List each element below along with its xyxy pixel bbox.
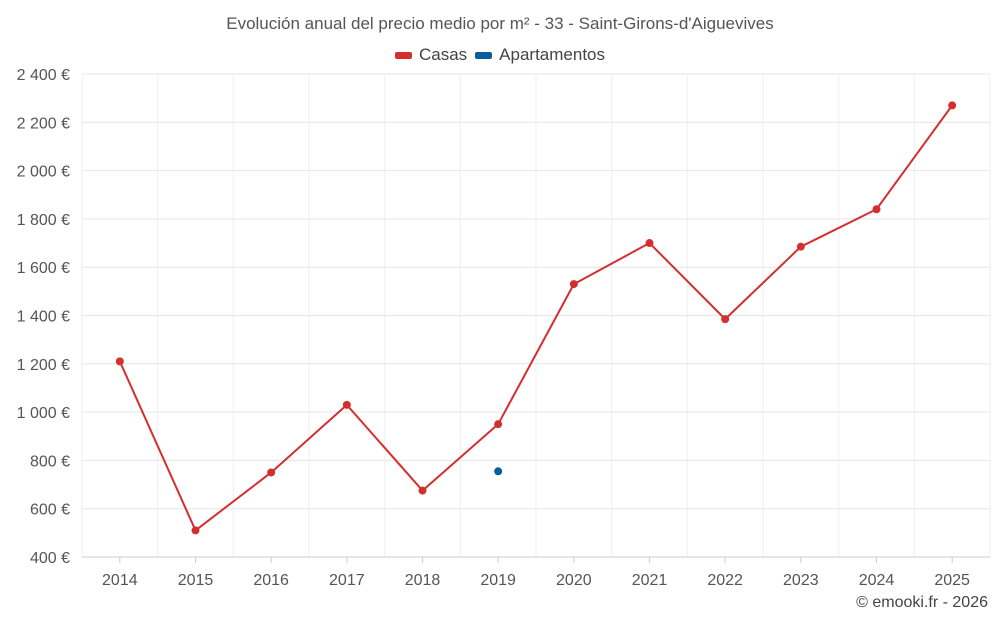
- legend-swatch-casas: [394, 51, 412, 59]
- x-tick-label: 2021: [632, 572, 668, 589]
- legend-label-casas: Casas: [418, 45, 468, 64]
- y-tick-label: 2 200 €: [17, 115, 70, 132]
- data-point-casas: [342, 400, 351, 409]
- y-tick-label: 1 200 €: [17, 357, 70, 374]
- x-tick-label: 2016: [253, 572, 289, 589]
- chart-title: Evolución anual del precio medio por m² …: [226, 14, 774, 33]
- credit-text: © emooki.fr - 2026: [856, 594, 988, 611]
- series-line-casas: [118, 104, 953, 532]
- data-point-casas: [569, 280, 578, 289]
- data-point-casas: [796, 242, 805, 251]
- y-tick-label: 1 600 €: [17, 260, 70, 277]
- x-tick-label: 2020: [556, 572, 592, 589]
- legend-swatch-apartamentos: [475, 51, 493, 59]
- x-tick-label: 2023: [783, 572, 819, 589]
- y-tick-label: 1 400 €: [17, 309, 70, 326]
- data-point-casas: [948, 101, 957, 110]
- legend-item-apartamentos[interactable]: Apartamentos: [475, 45, 605, 65]
- x-tick-label: 2018: [405, 572, 441, 589]
- legend-item-casas[interactable]: Casas: [394, 45, 468, 65]
- y-tick-label: 2 000 €: [17, 164, 70, 181]
- y-tick-label: 1 000 €: [17, 405, 70, 422]
- y-tick-label: 2 400 €: [17, 67, 70, 84]
- data-point-casas: [191, 526, 200, 535]
- x-tick-label: 2024: [859, 572, 895, 589]
- y-tick-label: 400 €: [30, 550, 70, 567]
- legend-label-apartamentos: Apartamentos: [499, 45, 606, 64]
- y-tick-label: 1 800 €: [17, 212, 70, 229]
- x-tick-label: 2015: [178, 572, 214, 589]
- x-tick-label: 2019: [480, 572, 516, 589]
- x-tick-label: 2025: [934, 572, 970, 589]
- data-point-casas: [115, 357, 124, 366]
- x-tick-label: 2022: [707, 572, 743, 589]
- y-tick-label: 600 €: [30, 502, 70, 519]
- chart-legend: Casas Apartamentos: [0, 45, 1000, 65]
- data-point-casas: [645, 239, 654, 248]
- data-point-apartamentos: [494, 467, 503, 476]
- data-point-casas: [494, 420, 503, 429]
- data-point-casas: [267, 468, 276, 477]
- data-point-casas: [418, 486, 427, 495]
- x-tick-label: 2014: [102, 572, 138, 589]
- data-point-casas: [721, 315, 730, 324]
- y-tick-label: 800 €: [30, 453, 70, 470]
- x-tick-label: 2017: [329, 572, 365, 589]
- data-point-casas: [872, 205, 881, 214]
